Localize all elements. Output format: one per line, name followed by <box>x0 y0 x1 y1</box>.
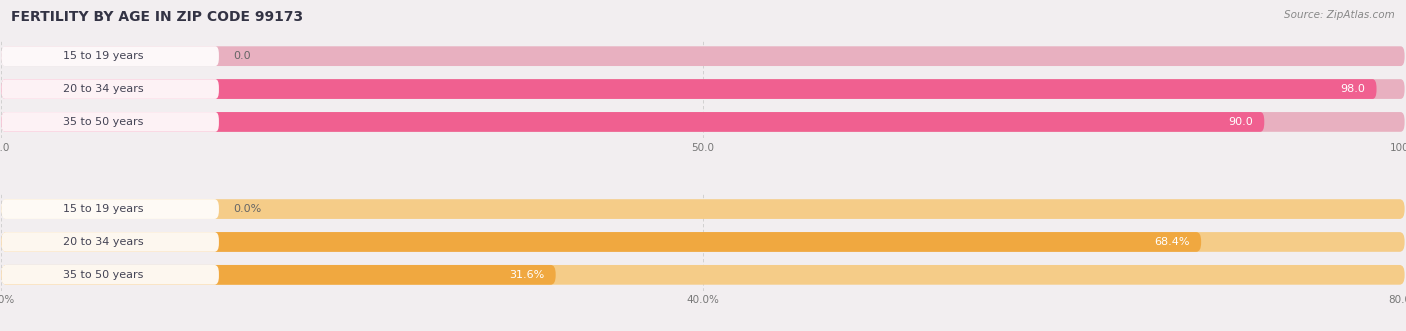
FancyBboxPatch shape <box>1 79 1376 99</box>
Text: 15 to 19 years: 15 to 19 years <box>63 51 143 61</box>
FancyBboxPatch shape <box>1 265 219 285</box>
Text: Source: ZipAtlas.com: Source: ZipAtlas.com <box>1284 10 1395 20</box>
FancyBboxPatch shape <box>1 46 219 66</box>
Text: 98.0: 98.0 <box>1340 84 1365 94</box>
FancyBboxPatch shape <box>1 199 219 219</box>
FancyBboxPatch shape <box>1 79 219 99</box>
FancyBboxPatch shape <box>1 232 1201 252</box>
FancyBboxPatch shape <box>1 112 1405 132</box>
FancyBboxPatch shape <box>1 46 1405 66</box>
Text: 20 to 34 years: 20 to 34 years <box>63 84 143 94</box>
Text: 35 to 50 years: 35 to 50 years <box>63 117 143 127</box>
FancyBboxPatch shape <box>1 112 1264 132</box>
Text: FERTILITY BY AGE IN ZIP CODE 99173: FERTILITY BY AGE IN ZIP CODE 99173 <box>11 10 304 24</box>
Text: 68.4%: 68.4% <box>1154 237 1189 247</box>
FancyBboxPatch shape <box>1 265 1405 285</box>
FancyBboxPatch shape <box>1 232 219 252</box>
FancyBboxPatch shape <box>1 79 1405 99</box>
FancyBboxPatch shape <box>1 112 219 132</box>
Text: 90.0: 90.0 <box>1229 117 1253 127</box>
Text: 0.0: 0.0 <box>233 51 250 61</box>
Text: 31.6%: 31.6% <box>509 270 544 280</box>
Text: 20 to 34 years: 20 to 34 years <box>63 237 143 247</box>
Text: 0.0%: 0.0% <box>233 204 262 214</box>
Text: 15 to 19 years: 15 to 19 years <box>63 204 143 214</box>
FancyBboxPatch shape <box>1 199 1405 219</box>
Text: 35 to 50 years: 35 to 50 years <box>63 270 143 280</box>
FancyBboxPatch shape <box>1 265 555 285</box>
FancyBboxPatch shape <box>1 232 1405 252</box>
